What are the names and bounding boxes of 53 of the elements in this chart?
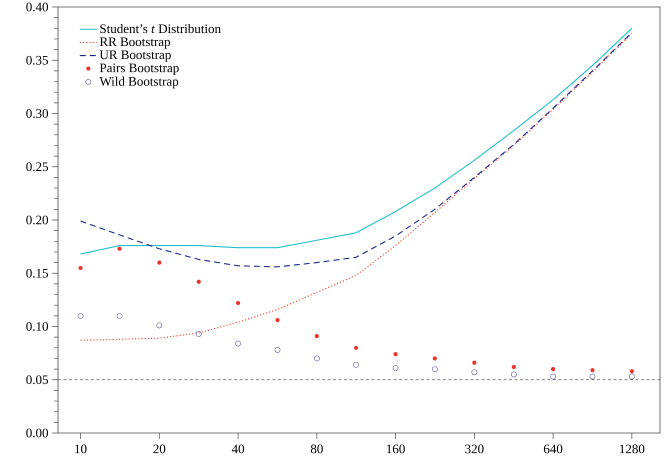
x-tick-label: 10 (75, 444, 87, 454)
point (471, 369, 478, 376)
point (78, 266, 83, 270)
y-tick-label: 0.10 (26, 322, 48, 331)
point (472, 360, 476, 365)
x-tick-label: 80 (310, 444, 323, 454)
point (314, 334, 319, 338)
point (392, 365, 398, 371)
x-tick-label: 160 (386, 444, 405, 454)
point (116, 312, 122, 319)
legend-label: UR Bootstrap (100, 50, 171, 62)
point (432, 366, 438, 372)
point (432, 356, 437, 361)
x-tick-label: 1280 (620, 444, 644, 454)
point (235, 340, 241, 346)
x-tick-label: 40 (232, 444, 244, 454)
point (630, 369, 634, 374)
point (354, 346, 358, 350)
point (590, 374, 596, 380)
legend-label: RR Bootstrap (100, 37, 170, 49)
legend-label: Student’s t Distribution (100, 24, 221, 34)
legend-label: Wild Bootstrap (99, 76, 178, 88)
point (236, 300, 240, 306)
point (510, 372, 517, 378)
point (196, 331, 202, 337)
x-tick-label: 640 (544, 444, 562, 454)
point (550, 367, 556, 372)
legend-label: Pairs Bootstrap (100, 64, 179, 75)
y-tick-label: 0.35 (26, 56, 48, 65)
point (314, 356, 320, 362)
point (590, 368, 595, 372)
point (274, 347, 280, 353)
y-tick-label: 0.40 (26, 2, 48, 12)
point (550, 374, 556, 380)
x-tick-label: 320 (465, 444, 484, 454)
point (196, 280, 201, 284)
point (157, 260, 162, 265)
x-tick-label: 20 (153, 444, 166, 454)
point (117, 246, 122, 251)
point (512, 364, 516, 370)
point (156, 322, 162, 328)
point (78, 312, 84, 319)
point (275, 318, 280, 322)
y-tick-label: 0.15 (26, 268, 48, 278)
y-tick-label: 0.00 (26, 428, 48, 438)
y-tick-label: 0.05 (26, 375, 48, 384)
point (628, 374, 635, 380)
y-tick-label: 0.30 (26, 109, 48, 118)
y-tick-label: 0.20 (26, 216, 48, 224)
point (393, 352, 398, 356)
line-series (80, 33, 632, 341)
y-tick-label: 0.25 (26, 162, 48, 172)
point (353, 362, 359, 368)
